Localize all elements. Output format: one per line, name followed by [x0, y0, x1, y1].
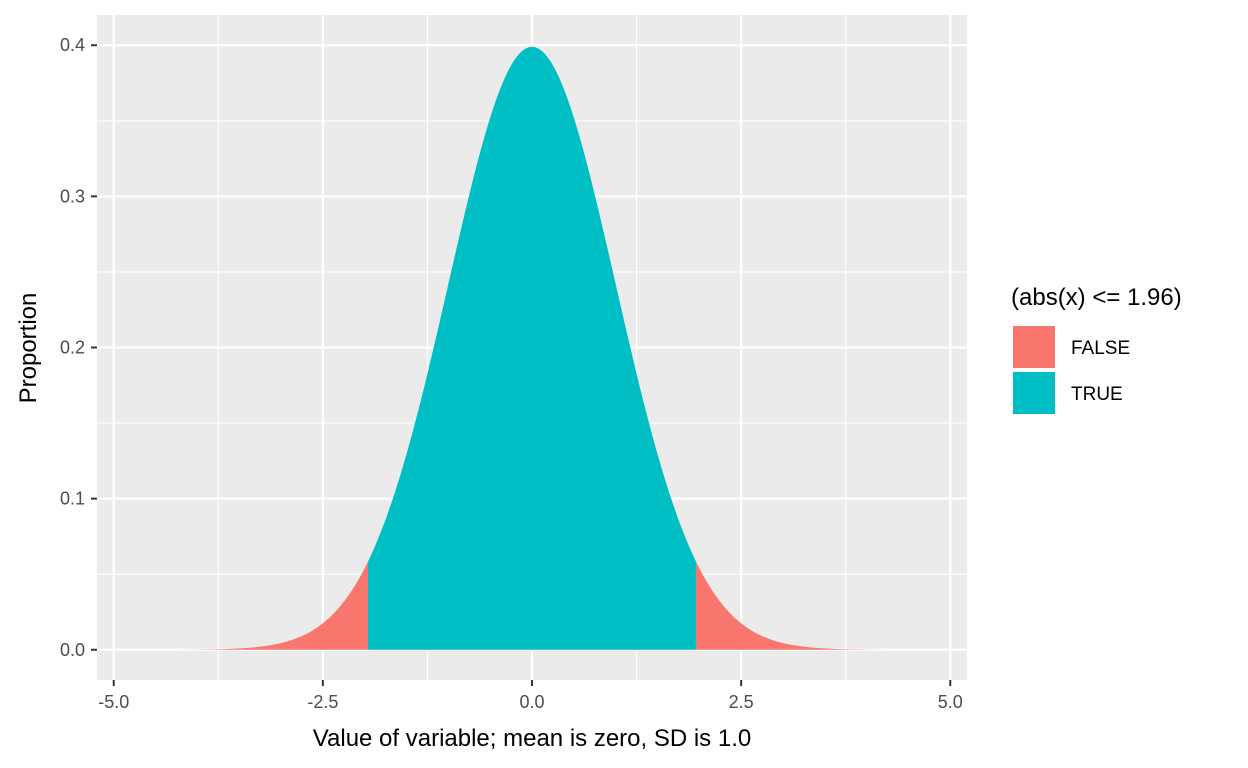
- legend-key-false: [1013, 326, 1055, 368]
- density-area-true-1: [368, 46, 696, 650]
- legend-entries: FALSE TRUE: [1013, 326, 1130, 414]
- x-tick-label: -5.0: [98, 692, 129, 712]
- x-tick-label: 0.0: [519, 692, 544, 712]
- legend-label-true: TRUE: [1071, 384, 1123, 405]
- y-axis-title: Proportion: [15, 293, 42, 404]
- y-tick-label: 0.1: [60, 489, 85, 509]
- y-tick-label: 0.4: [60, 35, 85, 55]
- y-tick-label: 0.0: [60, 640, 85, 660]
- x-axis-title: Value of variable; mean is zero, SD is 1…: [313, 725, 751, 752]
- axes: -5.0 -2.5 0.0 2.5 5.0 0.0 0.1 0.2 0.3 0.4: [60, 35, 963, 712]
- y-tick-label: 0.3: [60, 186, 85, 206]
- density-areas: [180, 46, 884, 650]
- x-tick-label: 5.0: [938, 692, 963, 712]
- y-tick-label: 0.2: [60, 338, 85, 358]
- density-area-false-0: [180, 561, 369, 650]
- x-tick-label: -2.5: [307, 692, 338, 712]
- legend-label-false: FALSE: [1071, 338, 1130, 359]
- density-area-false-2: [695, 561, 884, 650]
- legend: (abs(x) <= 1.96) FALSE TRUE: [1011, 284, 1182, 414]
- x-tick-label: 2.5: [729, 692, 754, 712]
- legend-key-true: [1013, 372, 1055, 414]
- legend-title: (abs(x) <= 1.96): [1011, 284, 1182, 311]
